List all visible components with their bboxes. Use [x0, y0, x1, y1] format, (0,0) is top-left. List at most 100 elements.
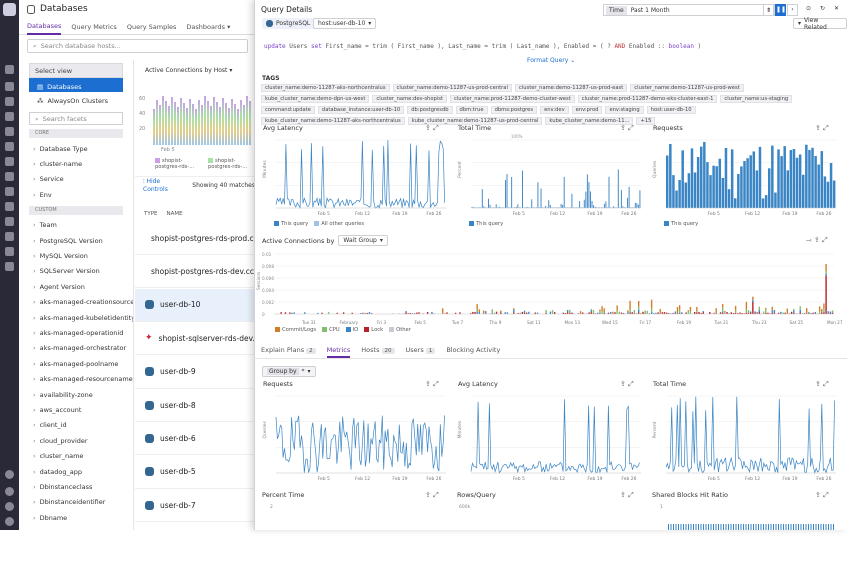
facet-item[interactable]: ›aks-managed-poolname — [19, 356, 133, 371]
col-name[interactable]: NAME — [167, 211, 183, 217]
pause-button[interactable]: ❚❚ — [775, 4, 786, 16]
facet-item[interactable]: ›client_id — [19, 418, 133, 433]
table-row[interactable]: shopist-postgres-rds-prod.cceh — [135, 222, 255, 255]
share-icon[interactable]: ⇪ — [620, 380, 626, 388]
share-icon[interactable]: ⇪ — [425, 380, 431, 388]
nav-icon[interactable] — [5, 142, 14, 151]
facet-item[interactable]: ›cluster_name — [19, 448, 133, 463]
refresh-button[interactable]: ↻ — [817, 4, 828, 16]
nav-icon[interactable] — [5, 82, 14, 91]
expand-icon[interactable]: ⤢ — [628, 124, 634, 132]
tag-chip[interactable]: kube_cluster_name:demo-dpn-us-west — [261, 95, 369, 103]
legend-item[interactable]: This query — [274, 221, 308, 227]
expand-icon[interactable]: ⤢ — [822, 236, 828, 244]
nav-icon[interactable] — [5, 217, 14, 226]
tab-metrics[interactable]: Metrics — [327, 346, 351, 358]
view-related-button[interactable]: ▾View Related — [793, 18, 847, 29]
facet-item[interactable]: ›Dbinstanceidentifier — [19, 495, 133, 510]
tab-query-metrics[interactable]: Query Metrics — [71, 20, 116, 34]
format-query-button[interactable]: Format Query ⌄ — [527, 57, 575, 64]
close-button[interactable]: ✕ — [831, 4, 842, 16]
table-row[interactable]: user-db-8 — [135, 389, 255, 422]
legend-item[interactable]: IO — [346, 327, 359, 333]
nav-icon[interactable] — [5, 172, 14, 181]
facet-item[interactable]: ›aks-managed-kubeletidentityclie... — [19, 310, 133, 325]
facet-item[interactable]: ›PostgreSQL Version — [19, 233, 133, 248]
legend-item[interactable]: CPU — [322, 327, 340, 333]
nav-icon[interactable] — [5, 187, 14, 196]
facet-item[interactable]: ›SQLServer Version — [19, 264, 133, 279]
tag-chip[interactable]: env:staging — [605, 106, 643, 114]
facet-item[interactable]: ›cluster-name — [19, 156, 133, 171]
nav-icon[interactable] — [5, 247, 14, 256]
facet-item[interactable]: ›aws_account — [19, 402, 133, 417]
legend-item[interactable]: This query — [664, 221, 698, 227]
facet-item[interactable]: ›Database Type — [19, 141, 133, 156]
nav-icon[interactable] — [5, 502, 14, 511]
facet-item[interactable]: ›availability-zone — [19, 387, 133, 402]
nav-icon[interactable] — [5, 112, 14, 121]
tag-chip[interactable]: cluster_name:demo-11287-us-prod-west — [630, 84, 743, 92]
tag-chip[interactable]: cluster_name:demo-11287-us-prod-central — [393, 84, 512, 92]
expand-icon[interactable]: ⤢ — [433, 380, 439, 388]
prev-button[interactable]: ‹ — [763, 4, 774, 16]
expand-icon[interactable]: ⤢ — [823, 491, 829, 499]
facet-item[interactable]: ›Agent Version — [19, 279, 133, 294]
zoom-button[interactable]: ⊙ — [803, 4, 814, 16]
facet-item[interactable]: ›aks-managed-operationid — [19, 325, 133, 340]
collapse-icon[interactable]: ⤙ — [806, 236, 812, 244]
view-databases[interactable]: ▤Databases — [29, 78, 123, 92]
table-row[interactable]: user-db-7 — [135, 489, 255, 522]
expand-icon[interactable]: ⤢ — [433, 124, 439, 132]
tag-chip[interactable]: host:user-db-10 — [647, 106, 696, 114]
expand-icon[interactable]: ⤢ — [823, 380, 829, 388]
share-icon[interactable]: ⇪ — [814, 236, 820, 244]
nav-icon[interactable] — [5, 97, 14, 106]
nav-icon[interactable] — [5, 470, 14, 479]
facet-item[interactable]: ›Dbname — [19, 510, 133, 525]
legend-item[interactable]: This query — [469, 221, 503, 227]
expand-icon[interactable]: ⤢ — [628, 491, 634, 499]
tag-chip[interactable]: cluster_name:demo-11287-us-prod-east — [515, 84, 627, 92]
tab-users[interactable]: Users 1 — [406, 346, 436, 358]
table-row[interactable]: shopist-postgres-rds-dev.cceh — [135, 255, 255, 288]
expand-icon[interactable]: ⤢ — [823, 124, 829, 132]
table-row[interactable]: user-db-9 — [135, 356, 255, 389]
wait-group-select[interactable]: Wait Group▾ — [338, 235, 387, 246]
tag-chip[interactable]: database_instance:user-db-10 — [318, 106, 404, 114]
legend-item[interactable]: All other queries — [314, 221, 364, 227]
tab-dashboards[interactable]: Dashboards ▾ — [186, 20, 230, 34]
tag-chip[interactable]: cluster_name:dev-shopist — [372, 95, 447, 103]
tag-chip[interactable]: db:postgresdb — [407, 106, 452, 114]
nav-icon[interactable] — [5, 487, 14, 496]
nav-icon[interactable] — [5, 517, 14, 526]
time-selector[interactable]: Time Past 1 Month ⇕ — [603, 4, 775, 16]
nav-icon[interactable] — [5, 157, 14, 166]
tag-chip[interactable]: cluster_name:prod-11287-demo-cluster-wes… — [450, 95, 575, 103]
tab-explain-plans[interactable]: Explain Plans 2 — [261, 346, 316, 358]
nav-icon[interactable] — [5, 232, 14, 241]
legend-item[interactable]: Other — [389, 327, 411, 333]
share-icon[interactable]: ⇪ — [620, 491, 626, 499]
nav-icon[interactable] — [5, 202, 14, 211]
tag-chip[interactable]: dbms:postgres — [491, 106, 538, 114]
facet-item[interactable]: ›cloud_provider — [19, 433, 133, 448]
share-icon[interactable]: ⇪ — [815, 380, 821, 388]
table-row[interactable]: ✦shopist-sqlserver-rds-dev.cceh — [135, 322, 255, 355]
share-icon[interactable]: ⇪ — [425, 124, 431, 132]
facet-item[interactable]: ›Team — [19, 218, 133, 233]
share-icon[interactable]: ⇪ — [620, 124, 626, 132]
tab-hosts[interactable]: Hosts 20 — [361, 346, 394, 358]
share-icon[interactable]: ⇪ — [425, 491, 431, 499]
tag-chip[interactable]: cluster_name:demo-11287-aks-northcentral… — [261, 84, 390, 92]
facet-item[interactable]: ›Service — [19, 172, 133, 187]
nav-icon[interactable] — [5, 65, 14, 74]
legend-item[interactable]: Commit/Logs — [275, 327, 316, 333]
facet-item[interactable]: ›Dbinstanceclass — [19, 479, 133, 494]
expand-icon[interactable]: ⤢ — [628, 380, 634, 388]
view-alwayson-clusters[interactable]: ⁂AlwaysOn Clusters — [29, 92, 123, 106]
col-type[interactable]: TYPE — [144, 211, 158, 217]
host-search-input[interactable]: ⌕ Search database hosts... — [27, 39, 248, 53]
tab-blocking-activity[interactable]: Blocking Activity — [446, 346, 500, 358]
nav-icon[interactable] — [5, 262, 14, 271]
